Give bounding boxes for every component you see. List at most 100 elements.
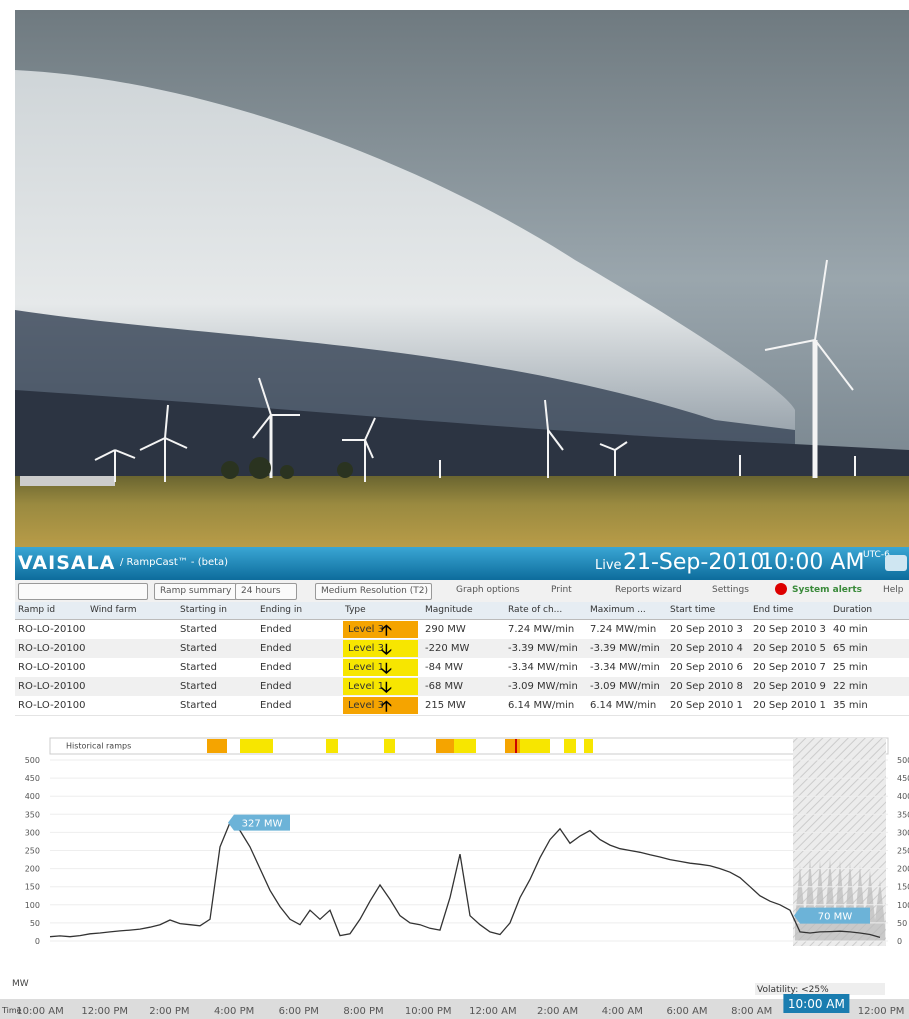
toolbar-item[interactable]: Reports wizard: [615, 585, 682, 595]
table-cell: 6.14 MW/min: [508, 700, 574, 711]
table-cell: -84 MW: [425, 662, 463, 673]
photo: [15, 10, 909, 547]
app-name: / RampCast™ - (beta): [120, 557, 228, 568]
y-tick-label-right: 150: [897, 883, 909, 892]
x-tick-label: 10:00 AM: [788, 997, 845, 1011]
table-header: Ramp id Wind farm Starting in Ending in Type…: [15, 602, 909, 620]
x-tick-label: 10:00 AM: [16, 1006, 63, 1017]
farm-select[interactable]: [18, 583, 148, 600]
x-tick-label: 4:00 PM: [214, 1006, 254, 1017]
table-cell: 20 Sep 2010 1: [670, 700, 743, 711]
callout-label: 70 MW: [818, 912, 853, 923]
table-cell: -3.39 MW/min: [508, 643, 578, 654]
y-tick-label: 450: [25, 774, 40, 783]
column-header[interactable]: End time: [753, 605, 793, 615]
table-cell: RO-LO-2010092: [18, 662, 86, 673]
toolbar-item[interactable]: System alerts: [792, 585, 862, 595]
table-cell: 7.24 MW/min: [508, 624, 574, 635]
table-cell: -68 MW: [425, 681, 463, 692]
x-tick-label: 8:00 PM: [343, 1006, 383, 1017]
type-label: Level 3: [348, 624, 384, 635]
type-label: Level 1: [348, 662, 384, 673]
x-tick-label: 12:00 PM: [81, 1006, 128, 1017]
y-tick-label-right: 500: [897, 756, 909, 765]
table-row[interactable]: RO-LO-2010092StartedEndedLevel 1🡣-68 MW-…: [15, 677, 909, 697]
table-cell: 20 Sep 2010 9: [753, 681, 826, 692]
column-header[interactable]: Duration: [833, 605, 872, 615]
table-cell: Started: [180, 662, 217, 673]
table-cell: -3.34 MW/min: [590, 662, 660, 673]
brand: VAISALA: [18, 552, 115, 574]
table-cell: 35 min: [833, 700, 868, 711]
x-tick-label: 2:00 PM: [149, 1006, 189, 1017]
type-cell: Level 3🡣: [343, 640, 418, 657]
toolbar-item[interactable]: Print: [551, 585, 572, 595]
table-cell: 20 Sep 2010 8: [670, 681, 743, 692]
time: 10:00 AM: [760, 550, 864, 575]
time-axis: [0, 999, 909, 1019]
table-cell: 40 min: [833, 624, 868, 635]
column-header[interactable]: Rate of ch...: [508, 605, 562, 615]
table-cell: 7.24 MW/min: [590, 624, 656, 635]
toolbar-item[interactable]: Settings: [712, 585, 749, 595]
column-header[interactable]: Ending in: [260, 605, 302, 615]
x-tick-label: 10:00 PM: [405, 1006, 452, 1017]
column-header[interactable]: Maximum ...: [590, 605, 646, 615]
toolbar-item[interactable]: Graph options: [456, 585, 520, 595]
view-button[interactable]: Ramp summary: [154, 583, 237, 600]
table-cell: 6.14 MW/min: [590, 700, 656, 711]
column-header[interactable]: Ramp id: [18, 605, 55, 615]
type-label: Level 3: [348, 643, 384, 654]
y-tick-label: 50: [30, 919, 40, 928]
table-row[interactable]: RO-LO-2010092StartedEndedLevel 1🡣-84 MW-…: [15, 658, 909, 678]
table-cell: Ended: [260, 681, 292, 692]
type-cell: Level 3🡡: [343, 697, 418, 714]
y-tick-label-right: 200: [897, 865, 909, 874]
y-tick-label: 100: [25, 901, 40, 910]
table-row[interactable]: RO-LO-2010092StartedEndedLevel 3🡡290 MW7…: [15, 620, 909, 640]
y-tick-label: 250: [25, 847, 40, 856]
table-cell: Started: [180, 624, 217, 635]
toolbar-item[interactable]: Help: [883, 585, 904, 595]
table-cell: 215 MW: [425, 700, 466, 711]
column-header[interactable]: Type: [345, 605, 366, 615]
table-cell: Ended: [260, 700, 292, 711]
table-cell: Ended: [260, 643, 292, 654]
ramp-chart: Historical ramps MW Time Volatility: <25…: [0, 720, 909, 1019]
x-tick-label: 6:00 PM: [279, 1006, 319, 1017]
y-tick-label-right: 350: [897, 810, 909, 819]
callout-label: 327 MW: [242, 819, 283, 830]
resolution-select[interactable]: Medium Resolution (T2): [315, 583, 432, 600]
table-cell: Ended: [260, 662, 292, 673]
date: 21-Sep-2010: [623, 550, 764, 575]
column-header[interactable]: Start time: [670, 605, 715, 615]
x-tick-label: 12:00 AM: [469, 1006, 516, 1017]
table-cell: Started: [180, 643, 217, 654]
table-row[interactable]: RO-LO-2010092StartedEndedLevel 3🡣-220 MW…: [15, 639, 909, 659]
table-cell: RO-LO-2010092: [18, 700, 86, 711]
table-cell: 20 Sep 2010 7: [753, 662, 826, 673]
y-tick-label-right: 300: [897, 828, 909, 837]
table-cell: Started: [180, 681, 217, 692]
table-cell: -3.09 MW/min: [590, 681, 660, 692]
table-cell: 20 Sep 2010 6: [670, 662, 743, 673]
column-header[interactable]: Wind farm: [90, 605, 136, 615]
volatility: Volatility: <25%: [757, 985, 829, 995]
live-label: Live: [595, 558, 622, 573]
table-row[interactable]: RO-LO-2010092StartedEndedLevel 3🡡215 MW6…: [15, 696, 909, 716]
logout-icon[interactable]: [885, 555, 907, 571]
column-header[interactable]: Starting in: [180, 605, 227, 615]
y-tick-label-right: 400: [897, 792, 909, 801]
type-cell: Level 1🡣: [343, 678, 418, 695]
alert-icon: [775, 583, 787, 595]
table-cell: -3.09 MW/min: [508, 681, 578, 692]
table-cell: -220 MW: [425, 643, 469, 654]
page: VAISALA / RampCast™ - (beta) Live 21-Sep…: [0, 0, 909, 1019]
y-tick-label: 0: [35, 937, 40, 946]
table-cell: 20 Sep 2010 3: [670, 624, 743, 635]
strip-label: Historical ramps: [66, 742, 131, 751]
range-select[interactable]: 24 hours: [235, 583, 297, 600]
column-header[interactable]: Magnitude: [425, 605, 473, 615]
y-tick-label: 500: [25, 756, 40, 765]
type-cell: Level 3🡡: [343, 621, 418, 638]
